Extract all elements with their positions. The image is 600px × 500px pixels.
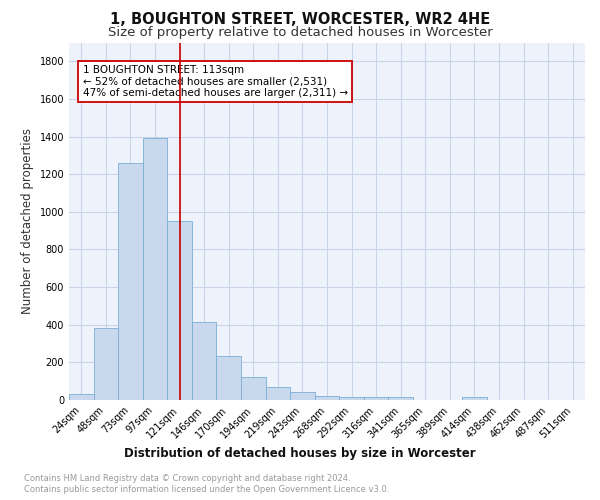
Bar bbox=[118, 163, 143, 400]
Bar bbox=[266, 387, 290, 400]
Bar bbox=[217, 356, 241, 400]
Y-axis label: Number of detached properties: Number of detached properties bbox=[21, 128, 34, 314]
Bar bbox=[339, 397, 364, 400]
Bar bbox=[241, 378, 266, 400]
Bar bbox=[143, 138, 167, 400]
Bar bbox=[94, 328, 118, 400]
Text: Size of property relative to detached houses in Worcester: Size of property relative to detached ho… bbox=[107, 26, 493, 39]
Bar bbox=[462, 397, 487, 400]
Text: 1 BOUGHTON STREET: 113sqm
← 52% of detached houses are smaller (2,531)
47% of se: 1 BOUGHTON STREET: 113sqm ← 52% of detac… bbox=[83, 65, 347, 98]
Bar bbox=[69, 394, 94, 400]
Text: Contains HM Land Registry data © Crown copyright and database right 2024.: Contains HM Land Registry data © Crown c… bbox=[24, 474, 350, 483]
Text: Contains public sector information licensed under the Open Government Licence v3: Contains public sector information licen… bbox=[24, 485, 389, 494]
Text: Distribution of detached houses by size in Worcester: Distribution of detached houses by size … bbox=[124, 448, 476, 460]
Bar bbox=[290, 392, 315, 400]
Bar bbox=[192, 322, 217, 400]
Bar bbox=[315, 396, 339, 400]
Text: 1, BOUGHTON STREET, WORCESTER, WR2 4HE: 1, BOUGHTON STREET, WORCESTER, WR2 4HE bbox=[110, 12, 490, 28]
Bar bbox=[167, 221, 192, 400]
Bar bbox=[364, 397, 388, 400]
Bar bbox=[388, 397, 413, 400]
